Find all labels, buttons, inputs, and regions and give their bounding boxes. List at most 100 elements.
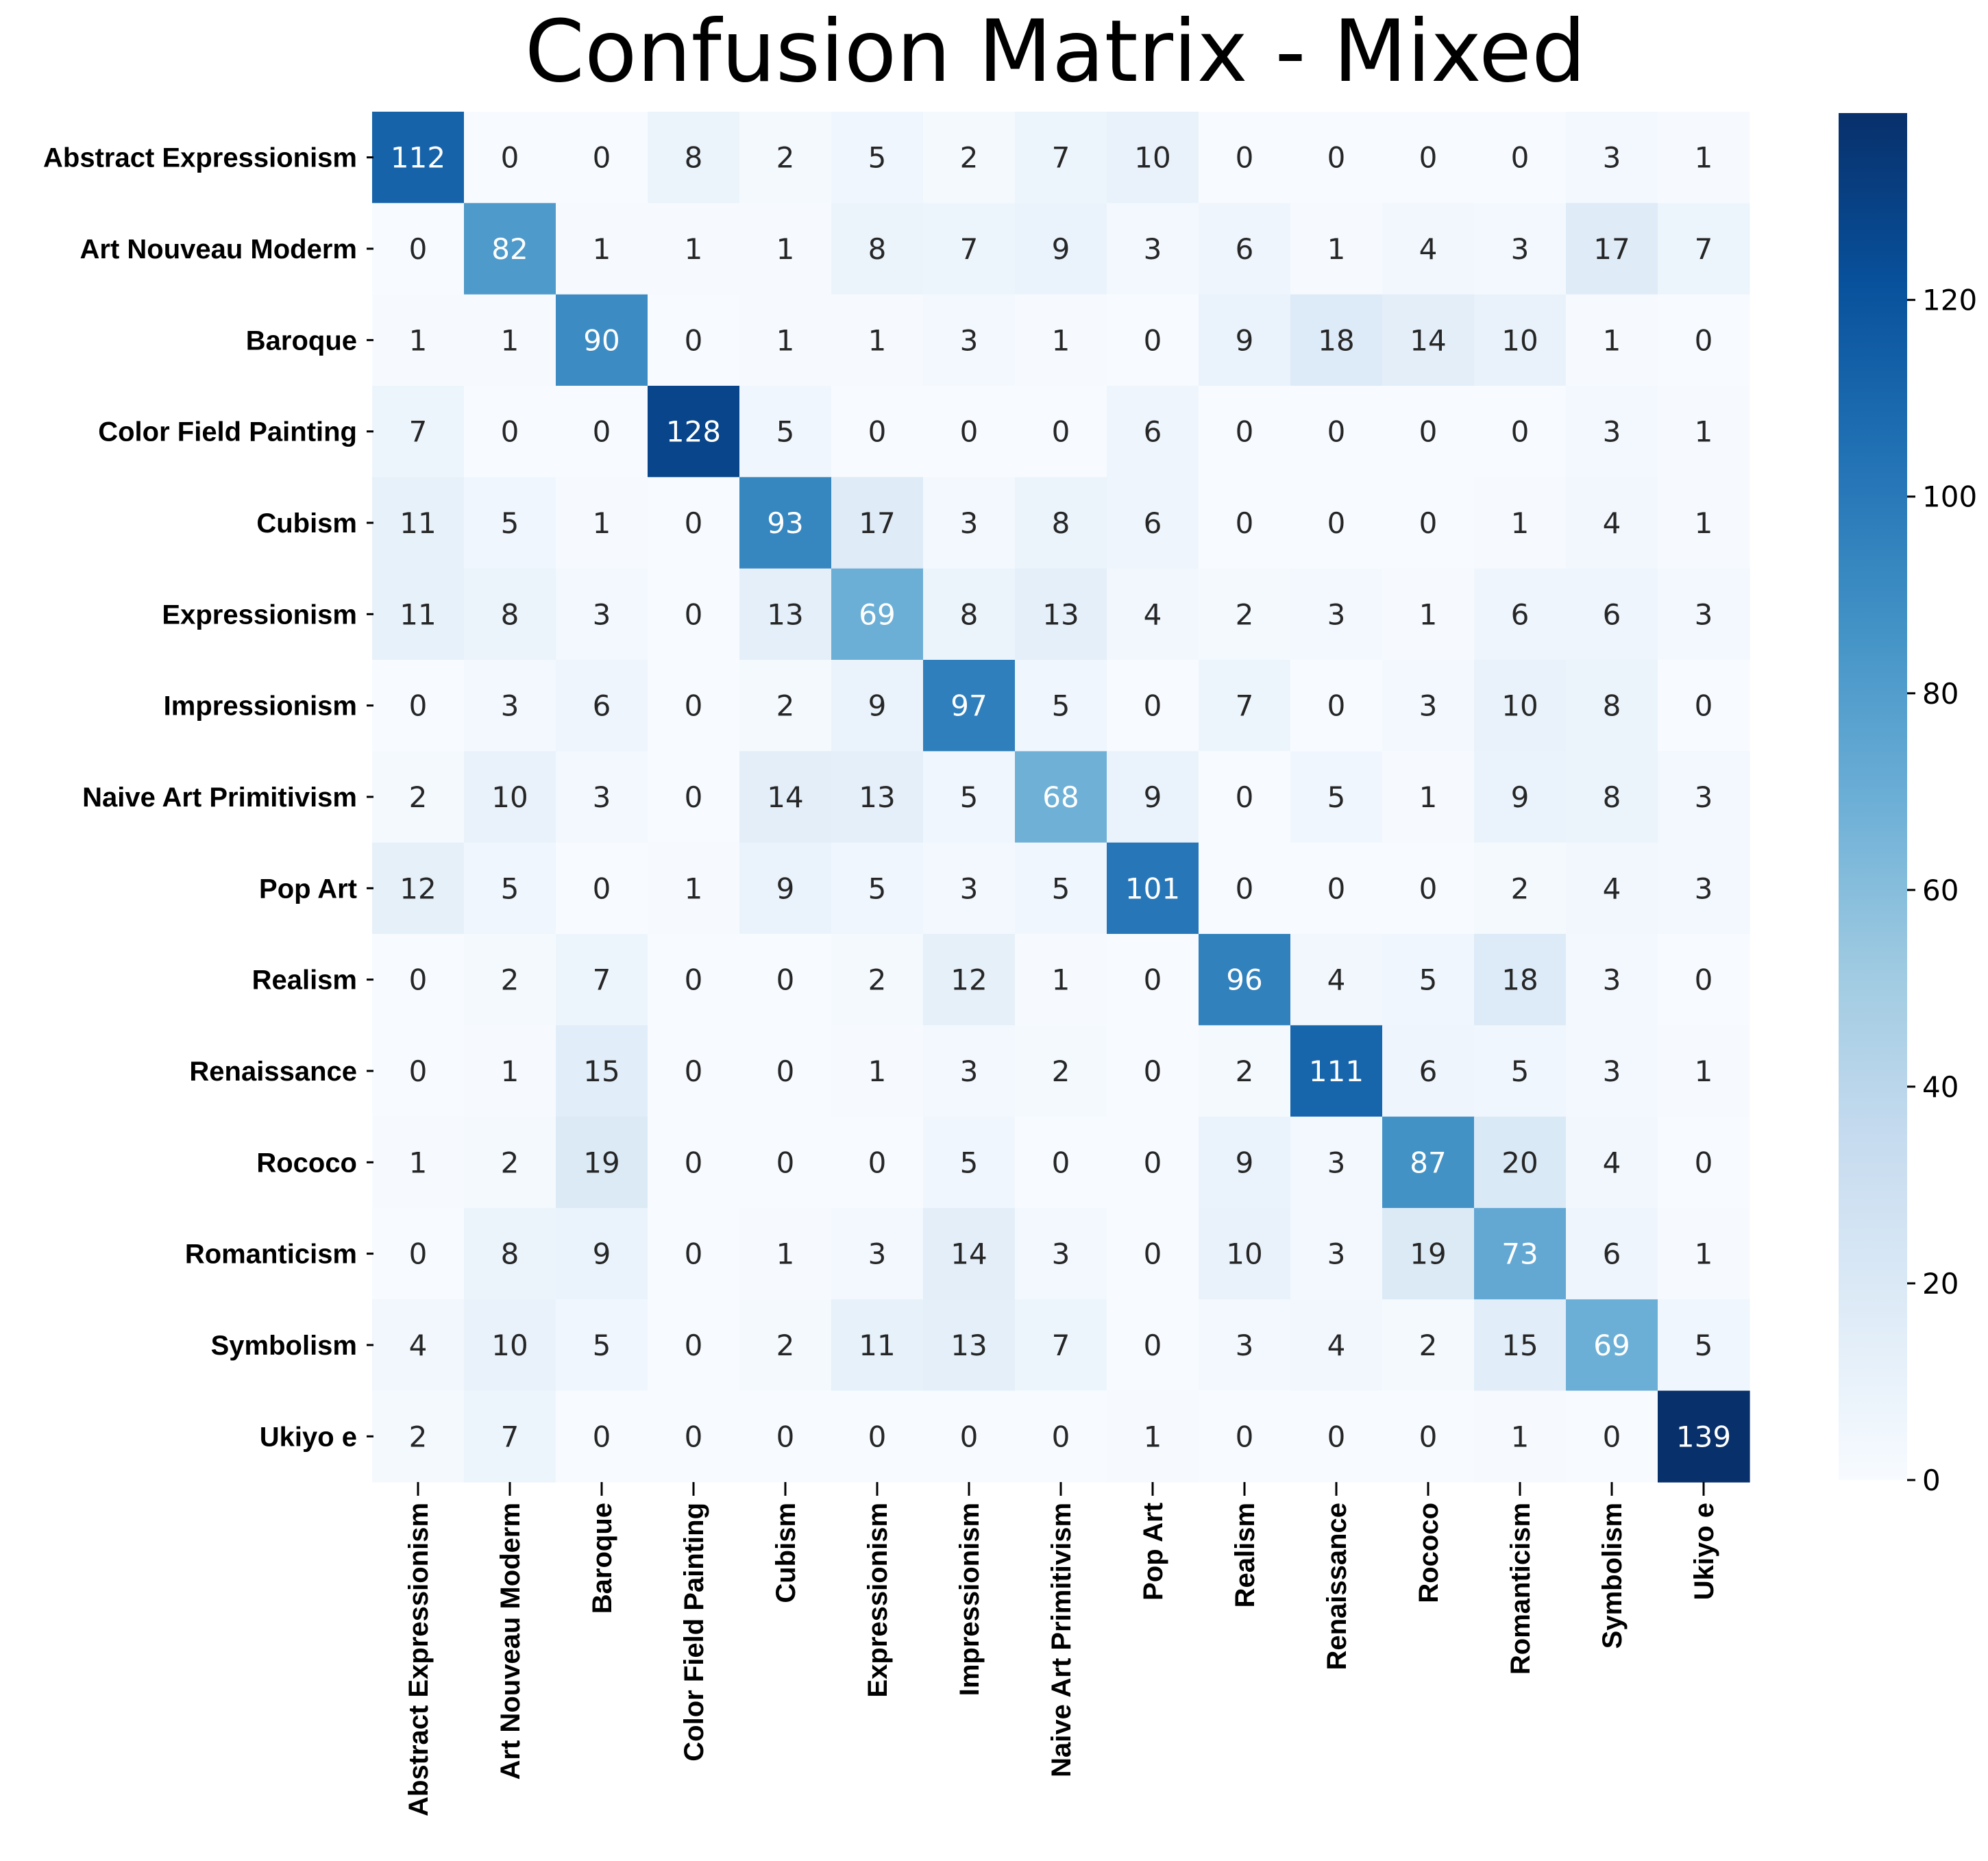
cell-value-label: 3 — [1511, 232, 1530, 266]
heatmap-cell — [1566, 1116, 1658, 1209]
cell-value-label: 10 — [1501, 689, 1538, 723]
cell-value-label: 5 — [868, 872, 887, 905]
heatmap-cell — [556, 203, 648, 295]
heatmap-cell — [1290, 1299, 1383, 1392]
heatmap-cell — [1290, 203, 1383, 295]
heatmap-cell — [923, 112, 1016, 204]
column-label: Pop Art — [1138, 1503, 1168, 1601]
heatmap-cell — [831, 1299, 924, 1392]
cell-value-label: 0 — [1236, 415, 1254, 449]
heatmap-cell — [1199, 1390, 1291, 1483]
cell-value-label: 1 — [1052, 323, 1070, 357]
heatmap-cell — [1566, 1207, 1658, 1300]
cell-value-label: 18 — [1318, 323, 1354, 357]
cell-value-label: 9 — [1052, 232, 1070, 266]
cell-value-label: 1 — [868, 323, 887, 357]
heatmap-cell — [464, 1116, 556, 1209]
column-label: Romanticism — [1506, 1503, 1536, 1675]
cell-value-label: 7 — [593, 963, 611, 997]
cell-value-label: 8 — [960, 597, 979, 631]
cell-value-label: 0 — [1419, 415, 1438, 449]
heatmap-cell — [739, 477, 832, 569]
heatmap-cell — [464, 294, 556, 386]
cell-value-label: 4 — [1419, 232, 1438, 266]
cell-value-label: 1 — [868, 1055, 887, 1088]
cell-value-label: 0 — [1327, 1420, 1346, 1453]
cell-value-label: 0 — [1236, 780, 1254, 814]
heatmap-cell — [1015, 659, 1107, 752]
heatmap-cell — [1566, 1025, 1658, 1118]
cell-value-label: 68 — [1042, 780, 1079, 814]
cell-value-label: 0 — [1052, 1420, 1070, 1453]
heatmap-cell — [648, 842, 740, 935]
heatmap-cell — [739, 659, 832, 752]
heatmap-cell — [831, 112, 924, 204]
cell-value-label: 0 — [685, 1420, 703, 1453]
cell-value-label: 2 — [1236, 1055, 1254, 1088]
column-label: Cubism — [771, 1503, 801, 1603]
heatmap-cell — [739, 1207, 832, 1300]
cell-value-label: 0 — [868, 1146, 887, 1179]
cell-value-label: 3 — [1603, 415, 1621, 449]
cell-value-label: 0 — [1144, 689, 1162, 723]
heatmap-cell — [556, 568, 648, 661]
column-label: Expressionism — [863, 1503, 893, 1698]
cell-value-label: 8 — [501, 1237, 519, 1271]
heatmap-cell — [831, 203, 924, 295]
heatmap-cell — [1566, 842, 1658, 935]
heatmap-cell — [648, 112, 740, 204]
row-label: Impressionism — [164, 691, 357, 722]
cell-value-label: 4 — [1603, 1146, 1621, 1179]
cell-value-label: 6 — [593, 689, 611, 723]
column-label: Realism — [1230, 1503, 1260, 1607]
cell-value-label: 0 — [685, 1055, 703, 1088]
cell-value-label: 2 — [776, 1329, 795, 1362]
heatmap-cell — [1199, 385, 1291, 478]
heatmap-cell — [923, 294, 1016, 386]
cell-value-label: 4 — [1603, 506, 1621, 540]
heatmap-cell — [739, 1116, 832, 1209]
cell-value-label: 10 — [1134, 141, 1170, 175]
heatmap-cell — [1015, 568, 1107, 661]
cell-value-label: 93 — [767, 506, 803, 540]
colorbar-tick-label: 20 — [1922, 1267, 1959, 1301]
cell-value-label: 0 — [1695, 1146, 1713, 1179]
heatmap-cell — [372, 1207, 465, 1300]
heatmap-cell — [1015, 1390, 1107, 1483]
cell-value-label: 3 — [1144, 232, 1162, 266]
cell-value-label: 5 — [1052, 872, 1070, 905]
cell-value-label: 96 — [1226, 963, 1262, 997]
cell-value-label: 0 — [409, 963, 428, 997]
heatmap-cell — [923, 751, 1016, 843]
cell-value-label: 0 — [1327, 872, 1346, 905]
heatmap-cell — [1566, 1299, 1658, 1392]
cell-value-label: 11 — [859, 1329, 895, 1362]
cell-value-label: 0 — [409, 689, 428, 723]
heatmap-cell — [739, 933, 832, 1026]
cell-value-label: 0 — [593, 1420, 611, 1453]
cell-value-label: 7 — [409, 415, 428, 449]
heatmap-cell — [1566, 933, 1658, 1026]
heatmap-cell — [1107, 1116, 1199, 1209]
heatmap-cell — [1107, 842, 1199, 935]
cell-value-label: 5 — [960, 1146, 979, 1179]
heatmap-cell — [1107, 1390, 1199, 1483]
cell-value-label: 13 — [859, 780, 895, 814]
cell-value-label: 2 — [1052, 1055, 1070, 1088]
cell-value-label: 14 — [767, 780, 803, 814]
cell-value-label: 0 — [1419, 872, 1438, 905]
heatmap-cell — [1290, 1025, 1383, 1118]
cell-value-label: 0 — [1236, 872, 1254, 905]
cell-value-label: 5 — [593, 1329, 611, 1362]
heatmap-cell — [1658, 933, 1750, 1026]
column-label: Impressionism — [955, 1503, 985, 1696]
cell-value-label: 8 — [1052, 506, 1070, 540]
cell-value-label: 1 — [409, 323, 428, 357]
column-label: Renaissance — [1322, 1503, 1352, 1671]
cell-value-label: 6 — [1144, 506, 1162, 540]
cell-value-label: 3 — [960, 1055, 979, 1088]
cell-value-label: 1 — [685, 872, 703, 905]
heatmap-cell — [1290, 294, 1383, 386]
cell-value-label: 17 — [1593, 232, 1630, 266]
heatmap-cell — [831, 294, 924, 386]
